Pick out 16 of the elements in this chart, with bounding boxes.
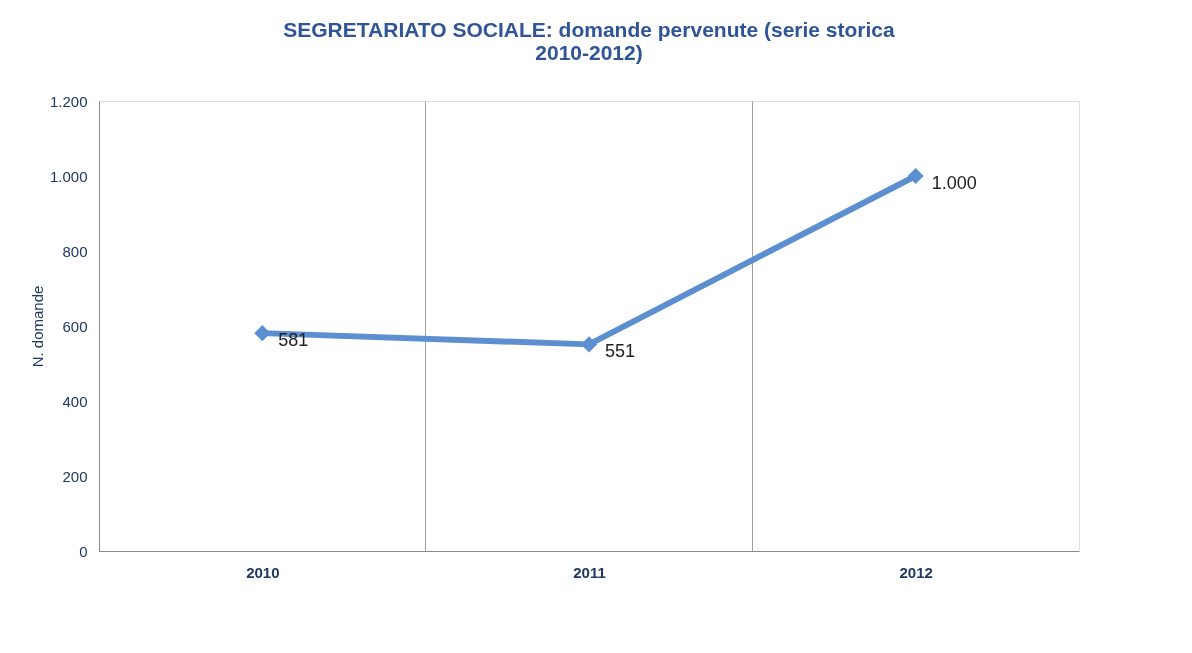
y-axis-title: N. domande bbox=[28, 285, 46, 368]
point bbox=[907, 167, 924, 185]
y-tick-label: 800 bbox=[62, 242, 88, 260]
y-tick-label: 200 bbox=[62, 467, 88, 485]
y-tick-label: 400 bbox=[62, 392, 88, 410]
x-tick-label: 2012 bbox=[899, 563, 933, 581]
text: 551 bbox=[605, 341, 636, 362]
x-tick-label: 2010 bbox=[246, 563, 280, 581]
y-tick-label: 0 bbox=[79, 542, 88, 560]
text: 1.000 bbox=[931, 173, 977, 193]
text: SEGRETARIATO SOCIALE: domande pervenute (serie storica bbox=[283, 18, 895, 41]
y-tick-label: 1.000 bbox=[49, 167, 88, 185]
x-tick-label: 2011 bbox=[573, 563, 606, 581]
y-tick-label: 600 bbox=[62, 317, 88, 335]
text: 2010-2012) bbox=[535, 41, 643, 64]
y-tick-label: 1.200 bbox=[49, 92, 88, 110]
